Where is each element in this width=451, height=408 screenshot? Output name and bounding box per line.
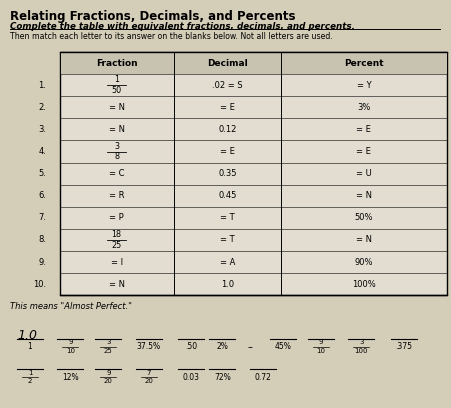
Text: 10: 10 xyxy=(66,348,75,354)
Text: 9: 9 xyxy=(68,339,73,345)
Text: 1.0: 1.0 xyxy=(221,279,234,288)
Text: 3: 3 xyxy=(106,339,110,345)
Text: 6.: 6. xyxy=(38,191,46,200)
Text: 12%: 12% xyxy=(62,373,78,381)
Text: 1: 1 xyxy=(114,75,119,84)
Text: 0.45: 0.45 xyxy=(218,191,236,200)
Text: 1: 1 xyxy=(28,370,32,376)
Text: 9: 9 xyxy=(106,370,110,376)
Text: = E: = E xyxy=(356,125,370,134)
Text: .02 = S: .02 = S xyxy=(212,81,242,90)
Text: 1.0: 1.0 xyxy=(17,329,37,342)
Text: 25: 25 xyxy=(104,348,112,354)
Text: = P: = P xyxy=(109,213,124,222)
Text: This means "Almost Perfect.": This means "Almost Perfect." xyxy=(10,302,132,311)
Text: = E: = E xyxy=(220,147,235,156)
Text: 3%: 3% xyxy=(356,103,370,112)
Text: 9: 9 xyxy=(318,339,322,345)
Text: = C: = C xyxy=(109,169,124,178)
Text: 25: 25 xyxy=(111,241,121,250)
Text: 1: 1 xyxy=(28,342,32,351)
Text: 2: 2 xyxy=(28,379,32,384)
Text: 7.: 7. xyxy=(38,213,46,222)
Bar xyxy=(60,52,446,295)
Text: Decimal: Decimal xyxy=(207,59,247,68)
Text: 100: 100 xyxy=(354,348,367,354)
Text: 37.5%: 37.5% xyxy=(136,342,160,351)
Text: = I: = I xyxy=(110,257,122,266)
Text: = U: = U xyxy=(355,169,371,178)
Text: –: – xyxy=(247,341,252,352)
Text: = N: = N xyxy=(108,279,124,288)
Text: 72%: 72% xyxy=(214,373,230,381)
Text: = N: = N xyxy=(108,103,124,112)
Bar xyxy=(60,52,446,74)
Text: Relating Fractions, Decimals, and Percents: Relating Fractions, Decimals, and Percen… xyxy=(10,10,295,23)
Text: 7: 7 xyxy=(146,370,151,376)
Text: 3: 3 xyxy=(358,339,363,345)
Text: 50%: 50% xyxy=(354,213,373,222)
Text: = T: = T xyxy=(220,235,234,244)
Text: 3: 3 xyxy=(114,142,119,151)
Text: = E: = E xyxy=(356,147,370,156)
Text: 1.: 1. xyxy=(38,81,46,90)
Text: 0.35: 0.35 xyxy=(218,169,236,178)
Text: 0.03: 0.03 xyxy=(182,373,199,381)
Text: .375: .375 xyxy=(394,342,411,351)
Text: 10.: 10. xyxy=(33,279,46,288)
Text: 20: 20 xyxy=(144,379,153,384)
Text: Complete the table with equivalent fractions, decimals, and percents.: Complete the table with equivalent fract… xyxy=(10,22,354,31)
Text: 2.: 2. xyxy=(38,103,46,112)
Text: = T: = T xyxy=(220,213,234,222)
Text: 20: 20 xyxy=(104,379,113,384)
Text: 0.12: 0.12 xyxy=(218,125,236,134)
Text: = A: = A xyxy=(219,257,235,266)
Text: 10: 10 xyxy=(316,348,325,354)
Text: = N: = N xyxy=(108,125,124,134)
Text: = Y: = Y xyxy=(356,81,370,90)
Text: .50: .50 xyxy=(184,342,197,351)
Text: 100%: 100% xyxy=(351,279,375,288)
Text: 5.: 5. xyxy=(38,169,46,178)
Text: 4.: 4. xyxy=(38,147,46,156)
Text: 2%: 2% xyxy=(216,342,228,351)
Text: Percent: Percent xyxy=(343,59,383,68)
Text: 3.: 3. xyxy=(38,125,46,134)
Text: Fraction: Fraction xyxy=(96,59,137,68)
Text: Then match each letter to its answer on the blanks below. Not all letters are us: Then match each letter to its answer on … xyxy=(10,32,332,41)
Text: 8.: 8. xyxy=(38,235,46,244)
Text: = E: = E xyxy=(220,103,235,112)
Text: 0.72: 0.72 xyxy=(254,373,271,381)
Text: 8: 8 xyxy=(114,152,119,161)
Text: 50: 50 xyxy=(111,86,121,95)
Text: 18: 18 xyxy=(111,230,121,239)
Text: = R: = R xyxy=(109,191,124,200)
Text: 45%: 45% xyxy=(274,342,291,351)
Text: 90%: 90% xyxy=(354,257,373,266)
Text: = N: = N xyxy=(355,191,371,200)
Text: 9.: 9. xyxy=(38,257,46,266)
Text: = N: = N xyxy=(355,235,371,244)
